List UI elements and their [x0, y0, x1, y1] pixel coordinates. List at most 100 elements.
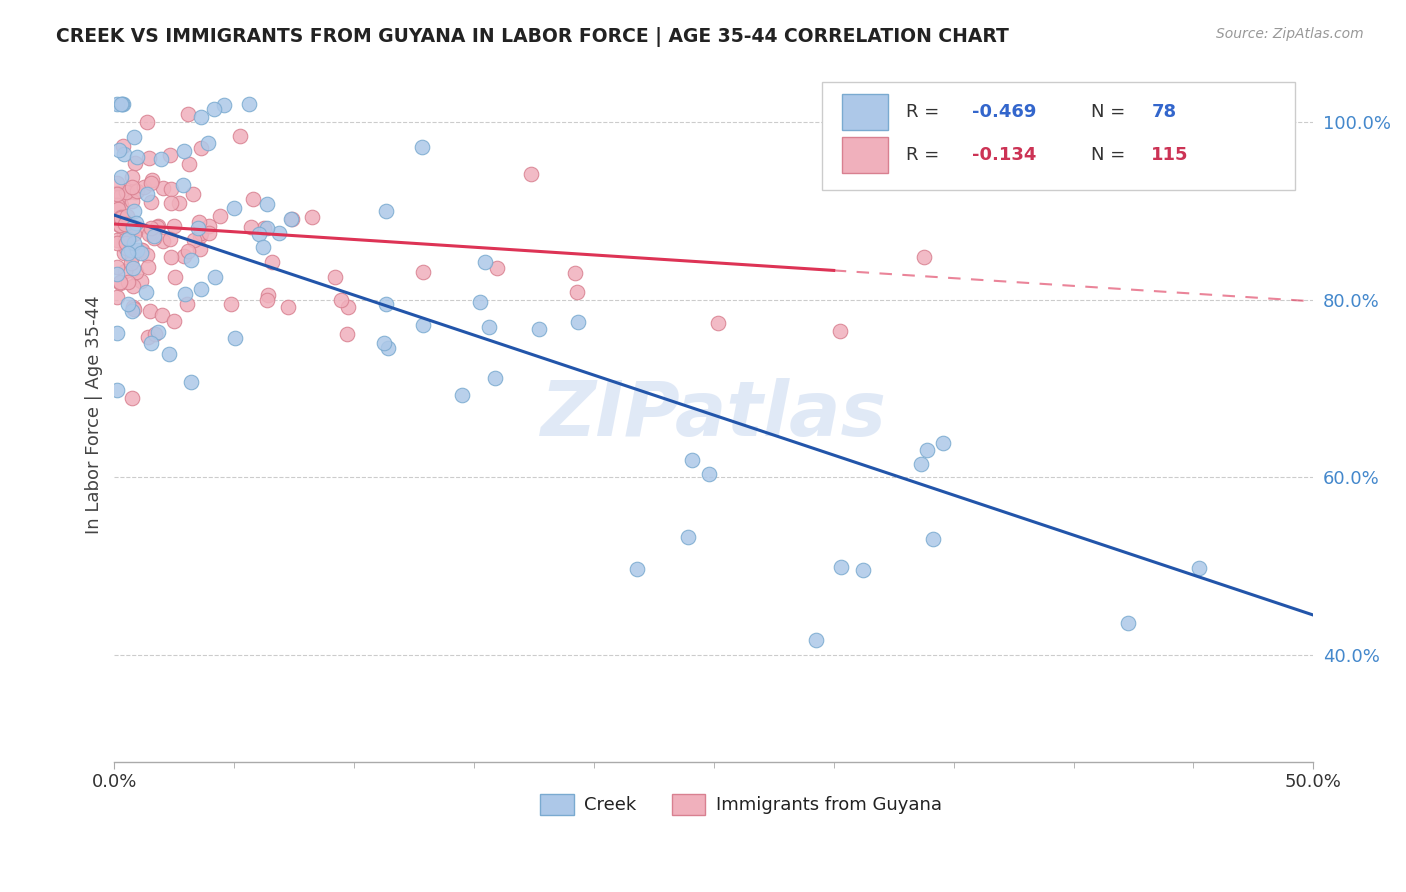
- Point: [115, 241, 138, 255]
- Point: [219, 297, 242, 311]
- Point: [412, 265, 434, 279]
- Point: [114, 264, 136, 278]
- Point: [190, 226, 212, 240]
- Point: [564, 266, 586, 280]
- Point: [529, 322, 551, 336]
- Point: [163, 219, 186, 234]
- Point: [105, 97, 128, 112]
- Bar: [842, 95, 887, 130]
- Point: [1116, 615, 1139, 630]
- Point: [122, 300, 145, 314]
- Point: [177, 244, 200, 258]
- Point: [240, 220, 263, 235]
- Point: [121, 194, 143, 208]
- Point: [163, 314, 186, 328]
- Point: [329, 293, 352, 308]
- Point: [136, 248, 159, 262]
- Point: [1188, 561, 1211, 575]
- Point: [486, 261, 509, 276]
- Text: Immigrants from Guyana: Immigrants from Guyana: [716, 796, 942, 814]
- Text: R =: R =: [905, 146, 945, 164]
- Y-axis label: In Labor Force | Age 35-44: In Labor Force | Age 35-44: [86, 296, 103, 534]
- Point: [132, 179, 155, 194]
- Point: [110, 169, 132, 184]
- Point: [129, 246, 152, 260]
- Text: CREEK VS IMMIGRANTS FROM GUYANA IN LABOR FORCE | AGE 35-44 CORRELATION CHART: CREEK VS IMMIGRANTS FROM GUYANA IN LABOR…: [56, 27, 1010, 46]
- Point: [139, 221, 162, 235]
- Point: [125, 217, 148, 231]
- Point: [484, 370, 506, 384]
- Point: [127, 221, 149, 235]
- Point: [120, 243, 142, 257]
- Point: [136, 186, 159, 201]
- Point: [105, 383, 128, 397]
- Point: [910, 457, 932, 471]
- Point: [915, 442, 938, 457]
- Point: [121, 170, 143, 185]
- Point: [256, 293, 278, 307]
- Point: [124, 185, 146, 199]
- Point: [124, 302, 146, 317]
- Point: [198, 219, 221, 234]
- Point: [256, 288, 278, 302]
- Point: [160, 250, 183, 264]
- Point: [177, 107, 200, 121]
- Point: [173, 144, 195, 158]
- Point: [152, 235, 174, 249]
- Point: [197, 136, 219, 150]
- Point: [159, 147, 181, 161]
- Point: [830, 560, 852, 574]
- Bar: [842, 137, 887, 173]
- Point: [110, 210, 132, 224]
- Text: 78: 78: [1152, 103, 1177, 121]
- Text: R =: R =: [905, 103, 945, 121]
- Point: [180, 375, 202, 389]
- Point: [112, 147, 135, 161]
- Point: [468, 294, 491, 309]
- Point: [108, 212, 131, 227]
- Point: [681, 453, 703, 467]
- Point: [167, 196, 190, 211]
- Point: [111, 97, 134, 112]
- Point: [921, 532, 943, 546]
- Point: [139, 177, 162, 191]
- Point: [105, 326, 128, 340]
- Point: [108, 276, 131, 290]
- Point: [159, 232, 181, 246]
- Point: [121, 251, 143, 265]
- Point: [173, 287, 195, 301]
- Point: [117, 246, 139, 260]
- Point: [122, 279, 145, 293]
- Point: [180, 252, 202, 267]
- Point: [105, 290, 128, 304]
- Point: [146, 220, 169, 235]
- Point: [187, 220, 209, 235]
- Point: [375, 296, 398, 310]
- Point: [143, 326, 166, 341]
- Point: [323, 269, 346, 284]
- Point: [124, 235, 146, 250]
- Point: [139, 195, 162, 210]
- FancyBboxPatch shape: [821, 82, 1295, 190]
- Point: [828, 325, 851, 339]
- Point: [142, 231, 165, 245]
- Point: [112, 97, 135, 112]
- Point: [277, 300, 299, 314]
- Point: [110, 188, 132, 202]
- Point: [115, 213, 138, 227]
- Bar: [540, 794, 574, 815]
- Point: [112, 138, 135, 153]
- Point: [224, 201, 246, 215]
- Point: [105, 186, 128, 200]
- Point: [224, 331, 246, 345]
- Point: [212, 98, 235, 112]
- Point: [699, 467, 721, 481]
- Point: [262, 255, 284, 269]
- Point: [190, 110, 212, 124]
- Text: N =: N =: [1091, 103, 1132, 121]
- Text: N =: N =: [1091, 146, 1132, 164]
- Point: [122, 260, 145, 275]
- Point: [256, 220, 278, 235]
- Point: [474, 255, 496, 269]
- Point: [125, 265, 148, 279]
